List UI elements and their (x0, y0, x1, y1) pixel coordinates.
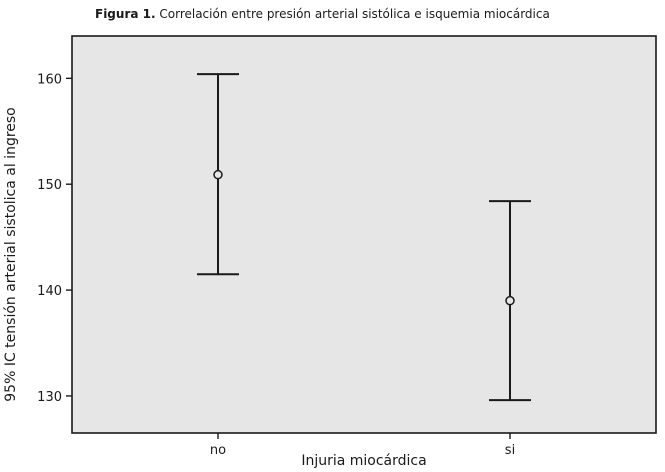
y-tick-label: 150 (37, 178, 62, 193)
figure-title: Correlación entre presión arterial sistó… (159, 7, 550, 21)
figure-label: Figura 1. (95, 7, 156, 21)
mean-marker (505, 295, 515, 306)
y-tick-label: 130 (37, 390, 62, 405)
error-bars (197, 73, 531, 402)
plot-area (71, 35, 657, 434)
mean-marker (213, 169, 223, 180)
figure-caption: Figura 1. Correlación entre presión arte… (95, 6, 550, 22)
y-axis: 130 140 150 160 (37, 72, 72, 405)
x-axis: no si (210, 433, 515, 458)
y-tick-label: 160 (37, 72, 62, 87)
y-axis-title: 95% IC tensión arterial sistolica al ing… (3, 107, 19, 402)
error-bar-no (197, 73, 239, 276)
error-bar-si (489, 200, 531, 402)
x-tick-label: si (505, 443, 515, 458)
x-tick-label: no (210, 443, 226, 458)
x-axis-title: Injuria miocárdica (301, 453, 426, 469)
y-tick-label: 140 (37, 284, 62, 299)
